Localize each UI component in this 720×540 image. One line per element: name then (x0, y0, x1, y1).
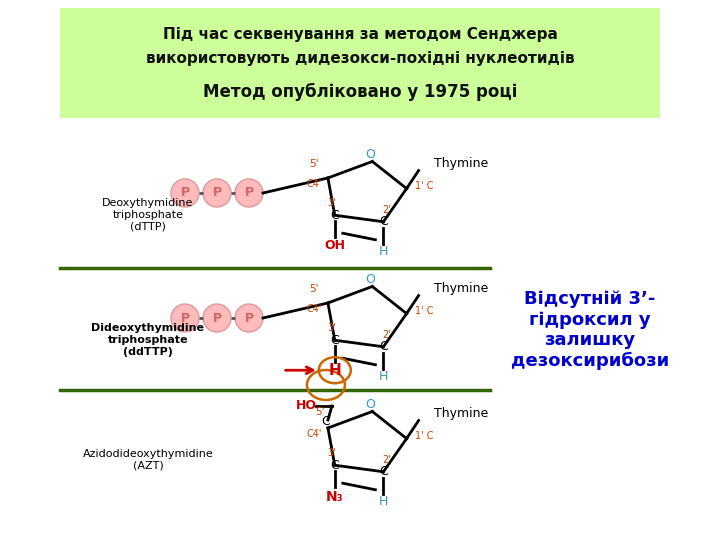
Text: O: O (365, 398, 375, 411)
Text: 1' C: 1' C (415, 180, 434, 191)
FancyBboxPatch shape (60, 8, 660, 118)
Text: C4': C4' (306, 429, 322, 439)
Text: H: H (379, 370, 388, 383)
Text: 3': 3' (328, 323, 336, 333)
Text: C: C (330, 458, 339, 472)
Text: 3': 3' (328, 448, 336, 458)
Text: 5': 5' (315, 407, 325, 417)
Text: 2': 2' (382, 330, 391, 340)
Text: H: H (328, 363, 341, 377)
Text: P: P (244, 312, 253, 325)
Text: використовують дидезокси-похідні нуклеотидів: використовують дидезокси-похідні нуклеот… (145, 51, 575, 65)
Text: Dideoxythymidine
triphosphate
(ddTTP): Dideoxythymidine triphosphate (ddTTP) (91, 323, 204, 356)
Circle shape (171, 304, 199, 332)
Text: C: C (322, 415, 330, 428)
Text: O: O (365, 273, 375, 286)
Text: P: P (212, 186, 222, 199)
Text: Thymine: Thymine (434, 407, 489, 420)
Text: C4': C4' (306, 179, 322, 189)
Text: P: P (244, 186, 253, 199)
Text: 5': 5' (309, 284, 319, 294)
Text: C: C (379, 340, 388, 353)
Text: OH: OH (324, 239, 346, 252)
Circle shape (171, 179, 199, 207)
Text: Thymine: Thymine (434, 282, 489, 295)
Text: H: H (379, 245, 388, 258)
Circle shape (235, 304, 263, 332)
Text: 3': 3' (328, 198, 336, 208)
Circle shape (203, 304, 231, 332)
Text: C: C (379, 215, 388, 228)
Text: N₃: N₃ (326, 490, 343, 504)
Text: C: C (330, 334, 339, 347)
Circle shape (203, 179, 231, 207)
Text: Thymine: Thymine (434, 157, 489, 170)
Text: HO: HO (295, 400, 316, 413)
Text: Під час секвенування за методом Сенджера: Під час секвенування за методом Сенджера (163, 28, 557, 43)
Text: C4': C4' (306, 304, 322, 314)
Text: Метод опубліковано у 1975 році: Метод опубліковано у 1975 році (203, 83, 517, 101)
Circle shape (235, 179, 263, 207)
Text: C: C (330, 209, 339, 222)
Text: Azidodideoxythymidine
(AZT): Azidodideoxythymidine (AZT) (83, 449, 213, 471)
Text: O: O (365, 148, 375, 161)
Text: 5': 5' (309, 159, 319, 169)
Text: 2': 2' (382, 205, 391, 215)
Text: C: C (379, 465, 388, 478)
Text: H: H (379, 495, 388, 508)
Text: P: P (181, 186, 189, 199)
Text: Deoxythymidine
triphosphate
(dTTP): Deoxythymidine triphosphate (dTTP) (102, 198, 194, 232)
Text: P: P (181, 312, 189, 325)
Text: 1' C: 1' C (415, 430, 434, 441)
Text: Відсутній 3’-
гідроксил у
залишку
дезоксирибози: Відсутній 3’- гідроксил у залишку дезокс… (511, 289, 669, 370)
Text: P: P (212, 312, 222, 325)
Text: 2': 2' (382, 455, 391, 465)
Text: 1' C: 1' C (415, 306, 434, 315)
